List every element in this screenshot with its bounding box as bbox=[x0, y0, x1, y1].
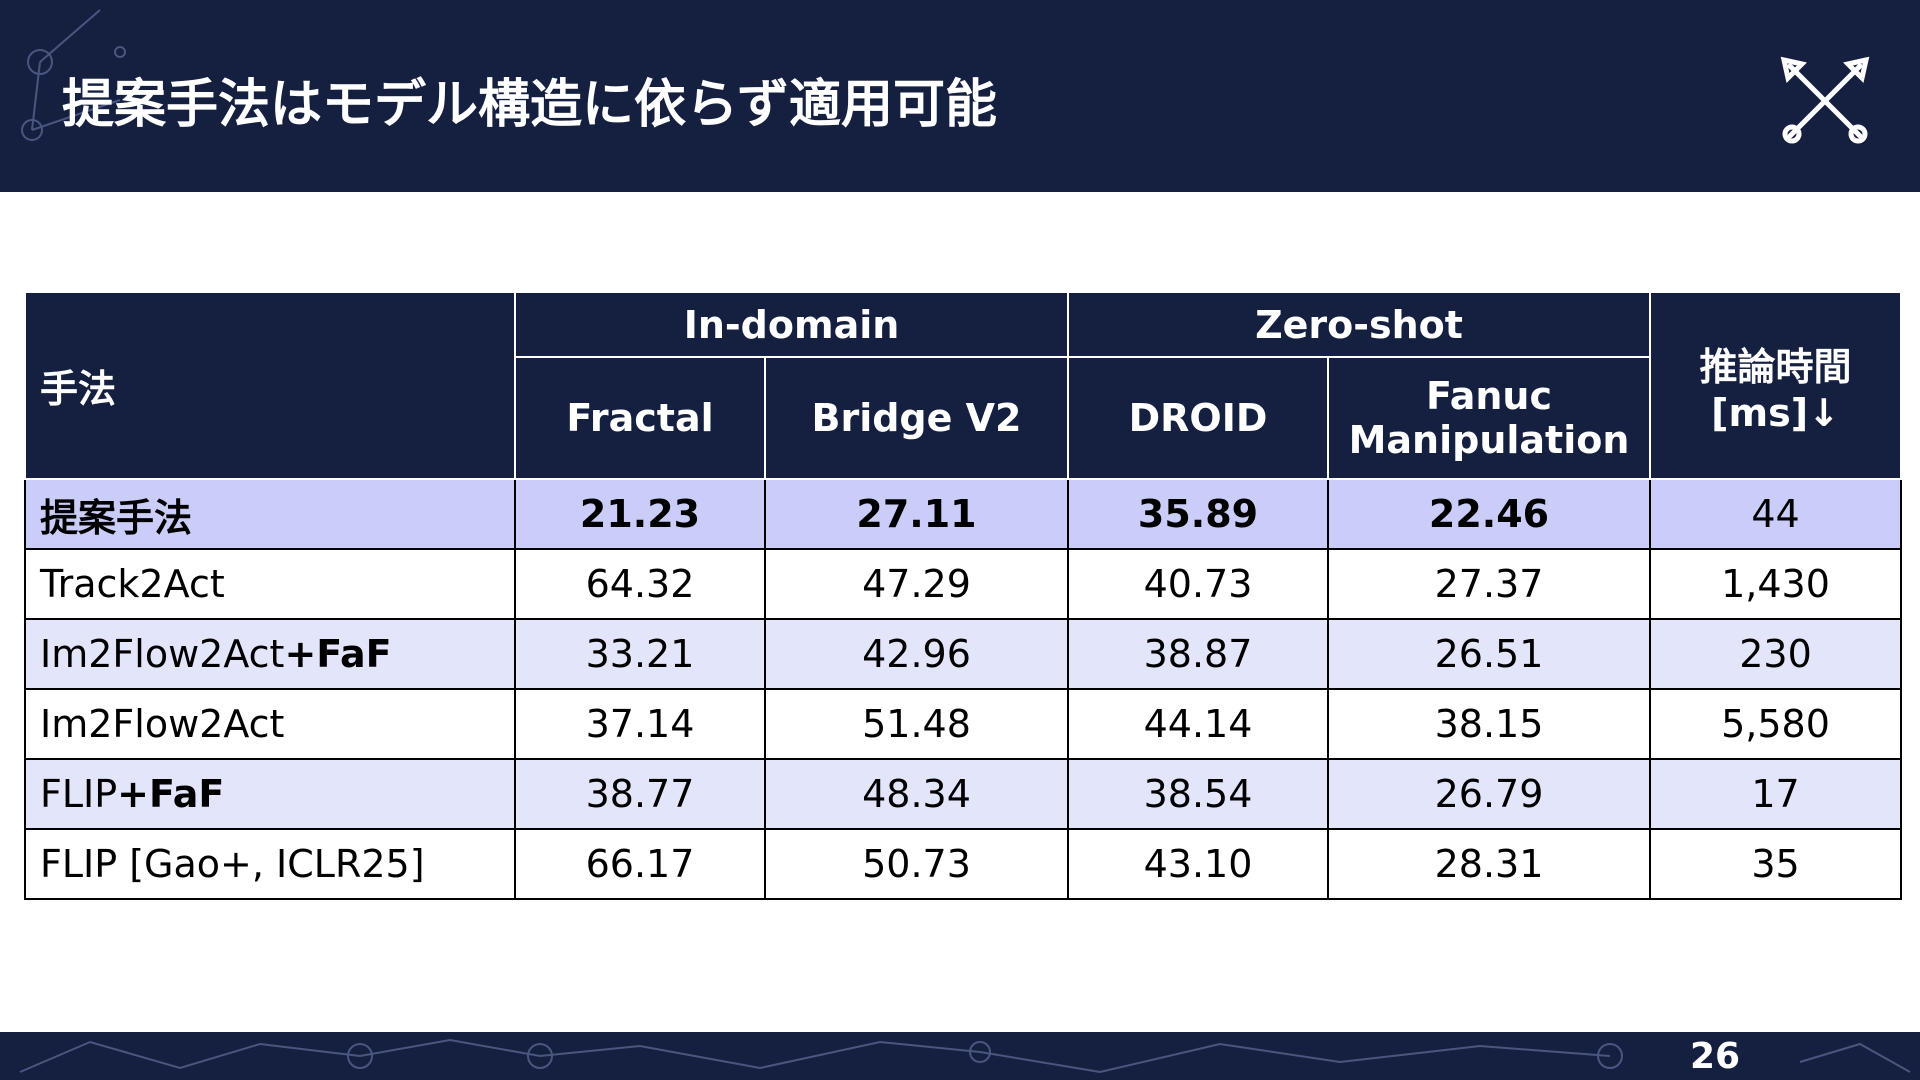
group-header: Zero-shot bbox=[1066, 291, 1652, 358]
column-header: Bridge V2 bbox=[764, 356, 1069, 480]
column-header: Fractal bbox=[514, 356, 766, 480]
value-cell: 28.31 bbox=[1326, 828, 1652, 900]
value-cell: 48.34 bbox=[764, 758, 1069, 830]
value-cell: 33.21 bbox=[514, 618, 766, 690]
value-cell: 66.17 bbox=[514, 828, 766, 900]
header-line: DROID bbox=[1128, 396, 1268, 440]
value-cell: 35.89 bbox=[1067, 478, 1329, 550]
header-line: Bridge V2 bbox=[811, 396, 1022, 440]
value-cell: 38.77 bbox=[514, 758, 766, 830]
method-cell: FLIP+FaF bbox=[24, 758, 516, 830]
value-cell: 38.54 bbox=[1067, 758, 1329, 830]
method-cell: Track2Act bbox=[24, 548, 516, 620]
value-cell: 44 bbox=[1649, 478, 1903, 550]
page-number: 26 bbox=[1690, 1036, 1741, 1077]
value-cell: 26.51 bbox=[1326, 618, 1652, 690]
header-band: 提案手法はモデル構造に依らず適用可能 bbox=[0, 0, 1920, 192]
column-header: DROID bbox=[1067, 356, 1329, 480]
header-line: 推論時間 bbox=[1699, 345, 1852, 389]
method-cell: 提案手法 bbox=[24, 478, 516, 550]
decoration bbox=[21, 9, 126, 141]
group-header: In-domain bbox=[514, 291, 1069, 358]
table-row: Im2Flow2Act 37.14 51.48 44.14 38.15 5,580 bbox=[24, 688, 1903, 760]
value-cell: 51.48 bbox=[764, 688, 1069, 760]
table-row: FLIP+FaF 38.77 48.34 38.54 26.79 17 bbox=[24, 758, 1903, 830]
method-cell: FLIP [Gao+, ICLR25] bbox=[24, 828, 516, 900]
slide-title: 提案手法はモデル構造に依らず適用可能 bbox=[62, 75, 997, 135]
method-name: FLIP bbox=[40, 772, 118, 816]
header-line: [ms]↓ bbox=[1711, 391, 1840, 435]
value-cell: 43.10 bbox=[1067, 828, 1329, 900]
value-cell: 230 bbox=[1649, 618, 1903, 690]
value-cell: 37.14 bbox=[514, 688, 766, 760]
table-row: Im2Flow2Act+FaF 33.21 42.96 38.87 26.51 230 bbox=[24, 618, 1903, 690]
table-row: 提案手法 21.23 27.11 35.89 22.46 44 bbox=[24, 478, 1903, 550]
header-line: Fractal bbox=[566, 396, 714, 440]
decoration bbox=[19, 1038, 1911, 1074]
value-cell: 5,580 bbox=[1649, 688, 1903, 760]
method-cell: Im2Flow2Act+FaF bbox=[24, 618, 516, 690]
value-cell: 42.96 bbox=[764, 618, 1069, 690]
method-name: Track2Act bbox=[40, 562, 225, 606]
method-name: 提案手法 bbox=[40, 495, 193, 540]
value-cell: 38.15 bbox=[1326, 688, 1652, 760]
method-name: Im2Flow2Act bbox=[40, 632, 285, 676]
header-cell: 推論時間 [ms]↓ bbox=[1649, 291, 1903, 480]
value-cell: 21.23 bbox=[514, 478, 766, 550]
method-cell: Im2Flow2Act bbox=[24, 688, 516, 760]
value-cell: 27.11 bbox=[764, 478, 1069, 550]
method-name: FLIP [Gao+, ICLR25] bbox=[40, 842, 425, 886]
value-cell: 27.37 bbox=[1326, 548, 1652, 620]
value-cell: 40.73 bbox=[1067, 548, 1329, 620]
method-name: Im2Flow2Act bbox=[40, 702, 285, 746]
header-line: Fanuc bbox=[1426, 374, 1553, 418]
value-cell: 38.87 bbox=[1067, 618, 1329, 690]
value-cell: 35 bbox=[1649, 828, 1903, 900]
method-suffix: +FaF bbox=[117, 772, 225, 816]
value-cell: 26.79 bbox=[1326, 758, 1652, 830]
value-cell: 1,430 bbox=[1649, 548, 1903, 620]
value-cell: 44.14 bbox=[1067, 688, 1329, 760]
header-line: Manipulation bbox=[1348, 418, 1630, 462]
value-cell: 22.46 bbox=[1326, 478, 1652, 550]
method-suffix: +FaF bbox=[284, 632, 392, 676]
value-cell: 64.32 bbox=[514, 548, 766, 620]
logo bbox=[1780, 56, 1870, 144]
column-header: Fanuc Manipulation bbox=[1326, 356, 1652, 480]
value-cell: 50.73 bbox=[764, 828, 1069, 900]
results-table: 手法 In-domain Zero-shot 推論時間 [ms]↓ Fractal… bbox=[24, 291, 1903, 900]
table-row: Track2Act 64.32 47.29 40.73 27.37 1,430 bbox=[24, 548, 1903, 620]
header-cell: 手法 bbox=[24, 291, 516, 480]
table-row: FLIP [Gao+, ICLR25] 66.17 50.73 43.10 28.31 3… bbox=[24, 828, 1903, 900]
value-cell: 47.29 bbox=[764, 548, 1069, 620]
value-cell: 17 bbox=[1649, 758, 1903, 830]
footer-band bbox=[0, 1032, 1920, 1080]
